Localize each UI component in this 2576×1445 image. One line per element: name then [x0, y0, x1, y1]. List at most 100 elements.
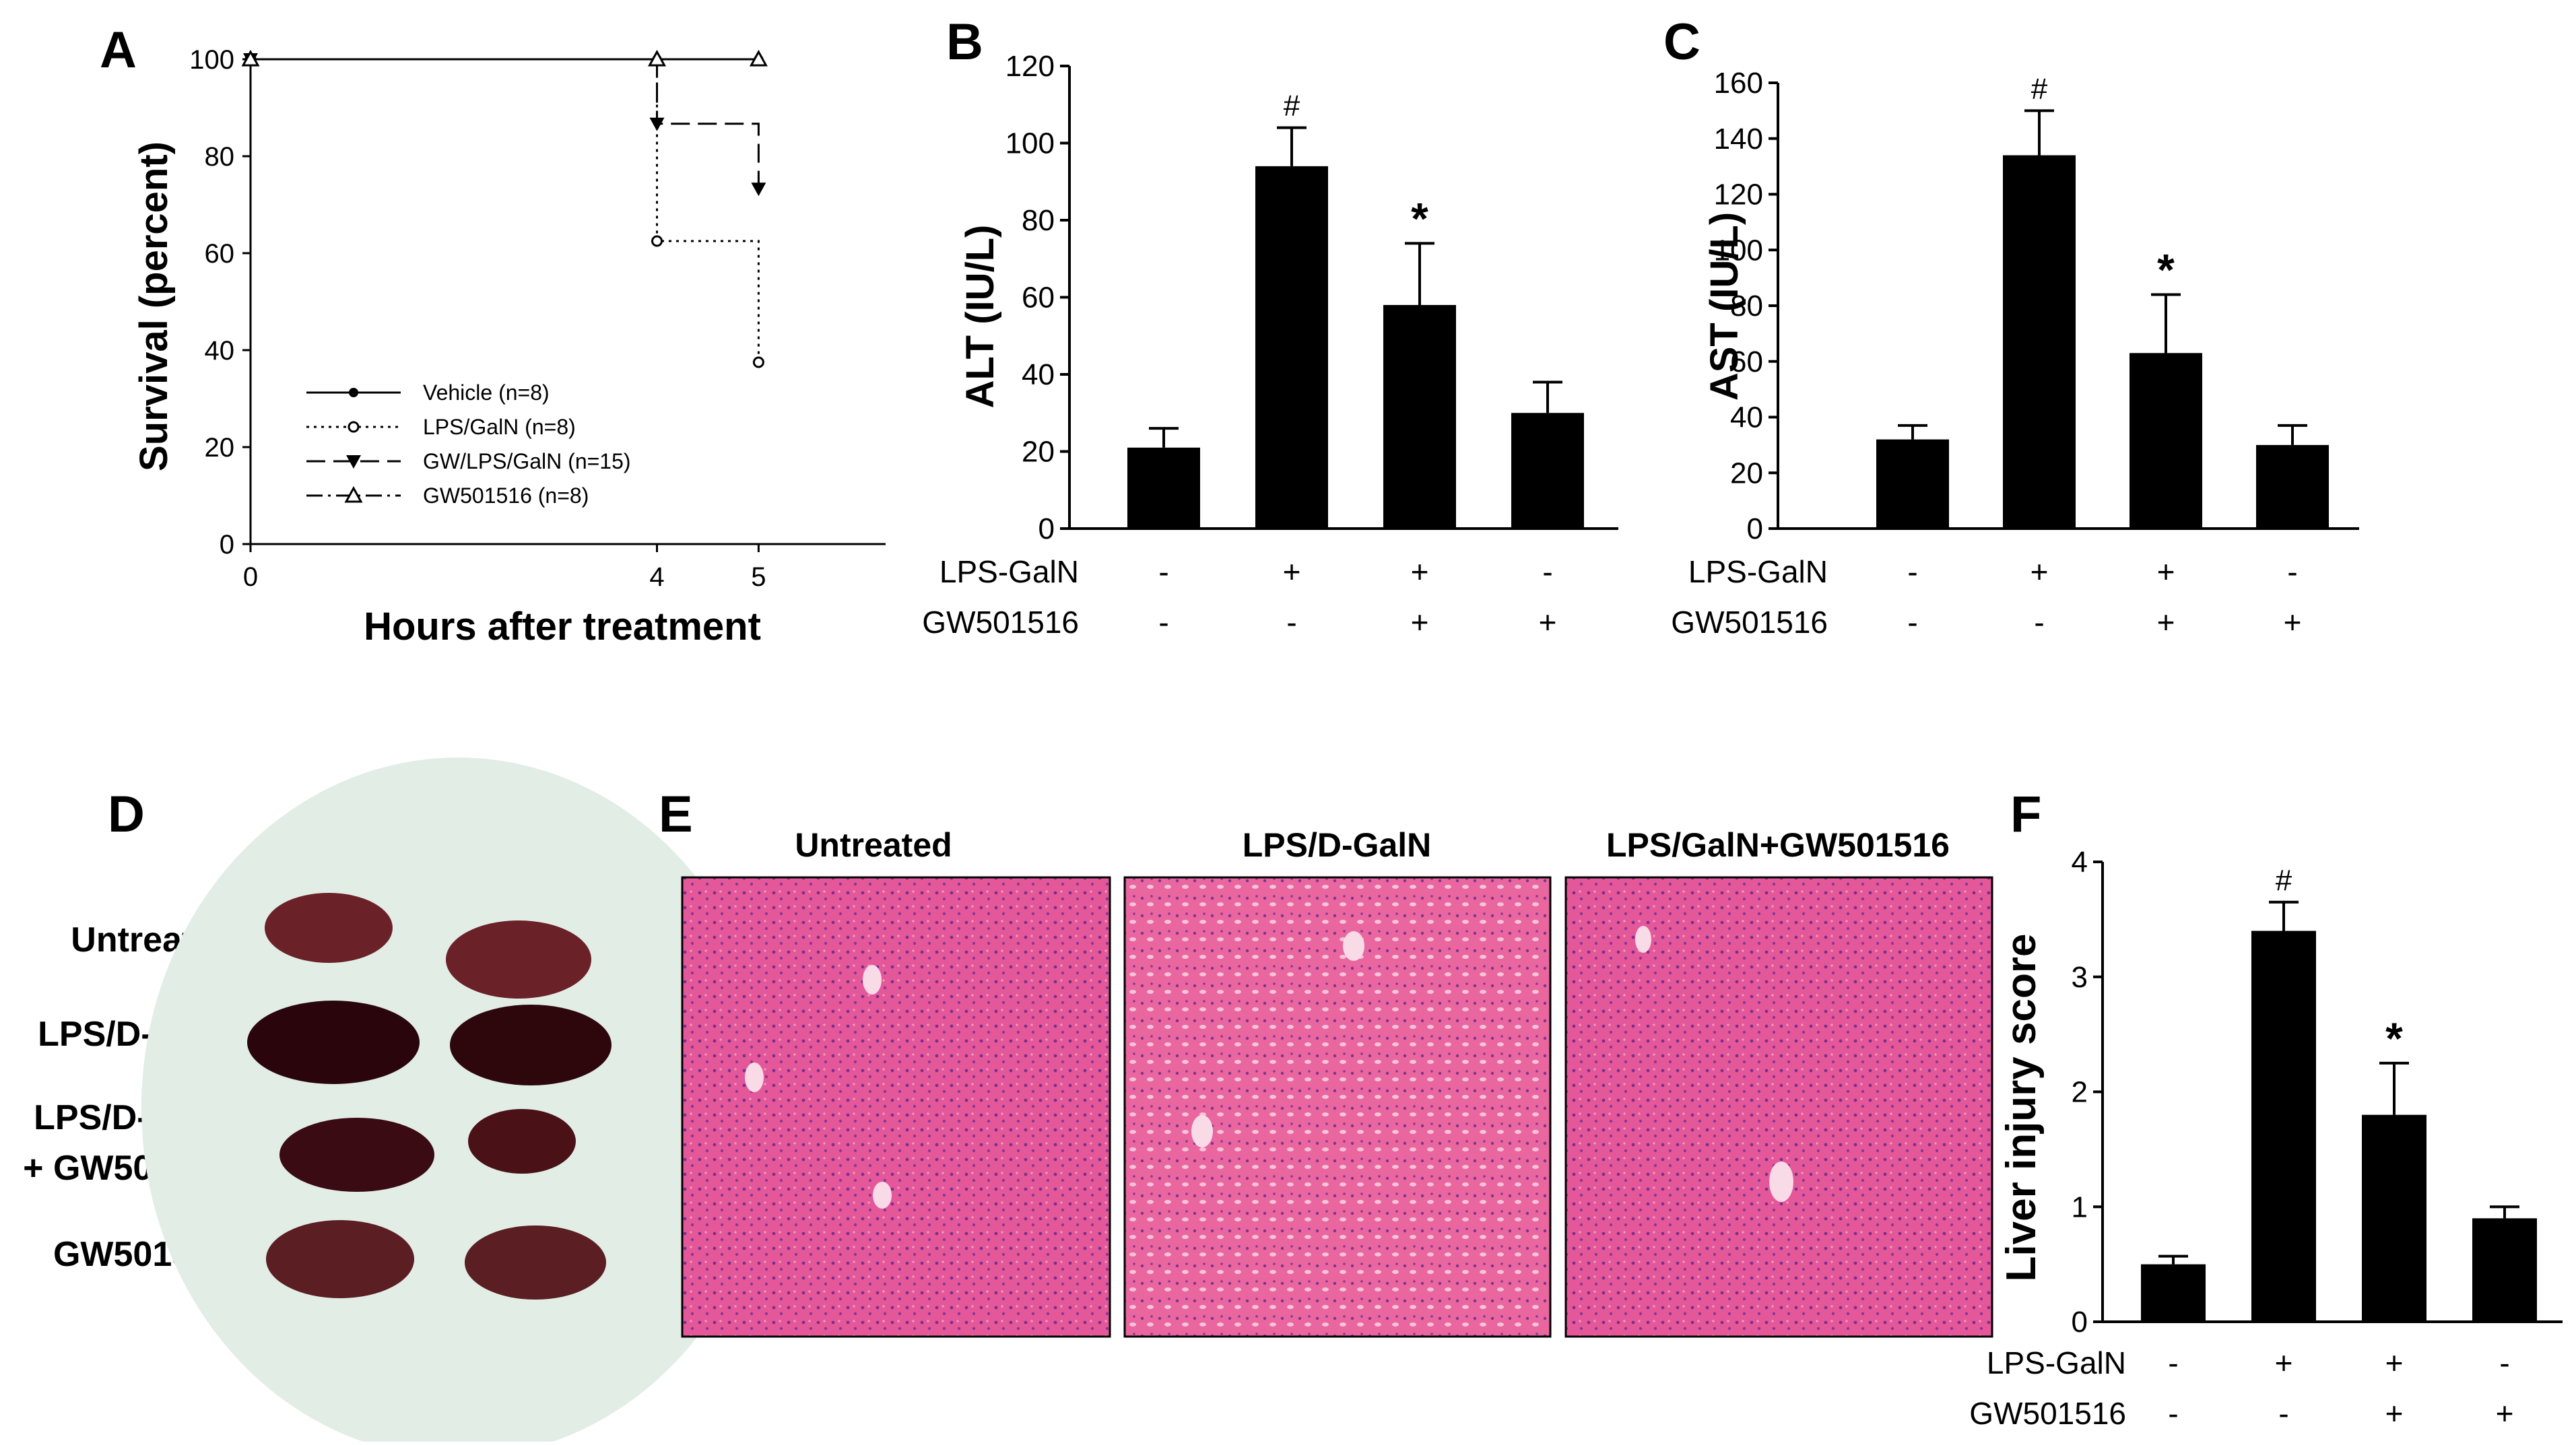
legend-label: LPS/GalN (n=8) — [423, 415, 576, 439]
condition-sign: - — [2287, 554, 2297, 589]
y-tick-label: 1 — [2072, 1190, 2088, 1223]
y-tick-label: 40 — [205, 336, 235, 366]
panel-a-legend: Vehicle (n=8) LPS/GalN (n=8) GW/LPS/GalN (… — [306, 380, 631, 508]
data-point — [348, 421, 360, 433]
bar — [2362, 1114, 2426, 1322]
y-tick-label: 60 — [1022, 281, 1055, 314]
panel-f-bars: #* — [2141, 864, 2537, 1322]
panel-c-bars: #* — [1876, 72, 2329, 529]
data-point — [241, 49, 260, 67]
survival-line — [251, 58, 760, 189]
condition-sign: - — [2168, 1345, 2178, 1380]
y-tick-label: 0 — [220, 530, 234, 560]
y-tick-label: 60 — [205, 239, 235, 269]
data-point — [752, 356, 764, 368]
y-tick-label: 0 — [1038, 512, 1055, 545]
vessel — [1343, 931, 1364, 961]
condition-sign: + — [2385, 1396, 2404, 1431]
bar — [1511, 413, 1584, 529]
condition-sign: - — [1907, 605, 1917, 640]
condition-sign: - — [2499, 1345, 2509, 1380]
condition-label-lps: LPS-GalN — [1688, 554, 1828, 589]
condition-sign: + — [1411, 554, 1429, 589]
liver-lps-2 — [450, 1005, 612, 1085]
bar — [1383, 304, 1456, 529]
data-point — [344, 485, 363, 503]
y-tick-label: 20 — [1730, 457, 1763, 490]
panel-f-axes: 0 1 2 3 4 — [2072, 846, 2563, 1339]
data-point — [346, 455, 361, 469]
y-tick-label: 160 — [1714, 67, 1763, 100]
condition-sign: - — [1158, 554, 1168, 589]
x-tick-label: 5 — [751, 562, 766, 592]
panel-c-axes: 0 20 40 60 80 100 120 140 160 — [1714, 67, 2359, 545]
panel-b-y-title: ALT (IU/L) — [958, 225, 1002, 409]
y-tick-label: 40 — [1730, 401, 1763, 434]
y-tick-label: 20 — [1022, 436, 1055, 469]
y-tick-label: 120 — [1005, 50, 1055, 83]
y-tick-label: 100 — [1005, 127, 1055, 160]
y-tick-label: 80 — [1730, 290, 1763, 323]
condition-sign: + — [1283, 554, 1301, 589]
panel-label-a: A — [100, 22, 137, 79]
liver-untreated-2 — [446, 920, 591, 999]
bar — [2472, 1218, 2537, 1322]
survival-line — [251, 58, 760, 362]
data-point — [649, 117, 665, 131]
panel-b-bars: #* — [1127, 90, 1584, 529]
bar — [2003, 155, 2076, 529]
bar — [1876, 439, 1949, 529]
panel-d-dish — [141, 758, 774, 1445]
condition-sign: + — [2284, 605, 2302, 640]
panel-b-conditions: LPS-GalN GW501516 - + + - - - + + — [922, 554, 1556, 640]
panel-label-f: F — [2010, 786, 2041, 843]
data-point — [651, 235, 663, 247]
data-point — [647, 49, 667, 67]
vessel — [1769, 1162, 1793, 1202]
panel-e-title-lps-gw: LPS/GalN+GW501516 — [1606, 826, 1950, 864]
condition-sign: + — [2385, 1345, 2404, 1380]
panel-f-y-title: Liver injury score — [1998, 934, 2045, 1282]
panel-e-title-lps: LPS/D-GalN — [1243, 826, 1432, 864]
y-tick-label: 80 — [205, 142, 235, 172]
vessel — [873, 1182, 892, 1209]
condition-sign: + — [2275, 1345, 2293, 1380]
panel-e-title-untreated: Untreated — [795, 826, 952, 864]
panel-a-x-title: Hours after treatment — [364, 605, 761, 648]
y-tick-label: 80 — [1022, 204, 1055, 237]
panel-a-series — [241, 49, 768, 368]
condition-sign: - — [1158, 605, 1168, 640]
condition-label-gw: GW501516 — [922, 605, 1079, 640]
y-tick-label: 100 — [1714, 234, 1763, 267]
vessel — [863, 965, 882, 995]
data-point — [749, 49, 768, 67]
panel-f-conditions: LPS-GalN GW501516 - + + - - - + + — [1969, 1345, 2513, 1431]
y-tick-label: 60 — [1730, 345, 1763, 378]
significance-hash: # — [2031, 72, 2048, 105]
panel-label-e: E — [659, 786, 693, 843]
x-tick-label: 4 — [649, 562, 664, 592]
significance-asterisk: * — [2385, 1013, 2403, 1063]
y-tick-label: 0 — [1747, 512, 1763, 545]
histology-untreated — [681, 876, 1111, 1338]
panel-d: D Untreated LPS/D-GalN LPS/D-GalN + GW50… — [23, 758, 774, 1445]
condition-sign: - — [1542, 554, 1552, 589]
panel-e: E Untreated LPS/D-GalN LPS/GalN+GW501516 — [659, 786, 1993, 1338]
data-point — [751, 182, 766, 197]
condition-label-lps: LPS-GalN — [939, 554, 1079, 589]
condition-sign: + — [2157, 554, 2175, 589]
y-tick-label: 100 — [189, 45, 234, 75]
bar — [1255, 166, 1328, 529]
liver-gw-2 — [465, 1225, 606, 1300]
legend-label: Vehicle (n=8) — [423, 380, 550, 405]
legend-label: GW/LPS/GalN (n=15) — [423, 449, 631, 473]
condition-sign: - — [2034, 605, 2044, 640]
liver-lps-gw-2 — [468, 1109, 576, 1174]
condition-sign: + — [2030, 554, 2049, 589]
y-tick-label: 3 — [2072, 961, 2088, 994]
condition-label-gw: GW501516 — [1671, 605, 1828, 640]
bar — [2251, 931, 2316, 1322]
condition-sign: + — [2157, 605, 2175, 640]
